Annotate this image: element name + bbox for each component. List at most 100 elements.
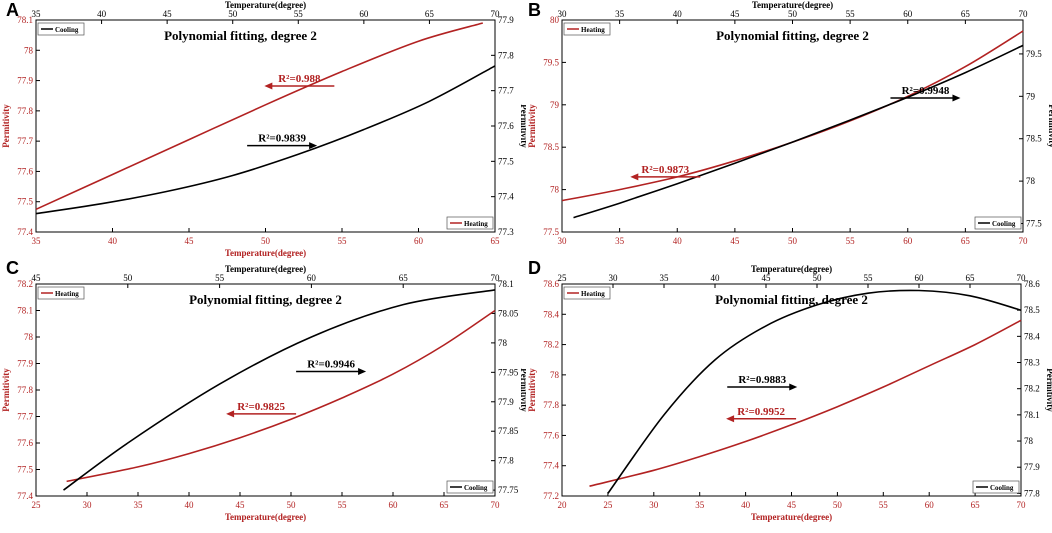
r-squared-label: R²=0.9873 (641, 164, 689, 176)
x-tick-label: 70 (1017, 500, 1027, 510)
legend-label: Cooling (990, 484, 1014, 492)
r-squared-label: R²=0.9825 (237, 401, 285, 413)
y-tick-label-right: 78.1 (498, 279, 514, 289)
x-tick-label: 25 (603, 500, 613, 510)
legend-box (37, 22, 85, 36)
r-squared-label: R²=0.9948 (902, 85, 950, 97)
legend-box (446, 216, 494, 230)
y-tick-label-left: 77.6 (543, 430, 559, 440)
top-tick-label: 40 (673, 9, 683, 19)
chart-title: Polynomial fitting, degree 2 (164, 28, 317, 43)
x-tick-label: 20 (558, 500, 568, 510)
y-tick-label-right: 77.4 (498, 192, 514, 202)
top-tick-label: 55 (215, 273, 225, 283)
r-squared-label: R²=0.9839 (258, 133, 306, 145)
x-tick-label: 70 (491, 500, 501, 510)
plot-frame (35, 283, 496, 497)
y-axis-label-left: Permitivity (1, 104, 11, 148)
annotation-arrowhead (309, 142, 318, 150)
x-tick-label: 35 (615, 236, 625, 246)
plot-frame (561, 19, 1024, 233)
x-tick-label: 25 (32, 500, 42, 510)
chart-title: Polynomial fitting, degree 2 (715, 292, 868, 307)
y-tick-label-right: 77.95 (498, 367, 519, 377)
y-tick-label-left: 78.1 (17, 306, 33, 316)
series-line-heating (66, 309, 496, 483)
x-tick-label: 45 (185, 236, 195, 246)
legend-box (37, 286, 85, 300)
legend-label: Heating (581, 26, 605, 34)
top-tick-label: 70 (1017, 273, 1027, 283)
panel-d: D 20 25 30 35 40 45 50 55 60 65 70 Temperature(degr… (526, 258, 1052, 528)
y-tick-label-left: 77.6 (17, 166, 33, 176)
series-line-cooling (63, 289, 496, 491)
y-tick-label-right: 78 (1024, 436, 1034, 446)
top-tick-label: 60 (915, 273, 925, 283)
y-tick-label-left: 78.4 (543, 309, 559, 319)
x-tick-label: 55 (338, 236, 348, 246)
annotation-arrowhead (358, 367, 367, 375)
y-tick-label-right: 77.8 (498, 456, 514, 466)
y-tick-label-right: 77.85 (498, 426, 519, 436)
y-tick-label-right: 79.5 (1026, 49, 1042, 59)
y-tick-label-right: 78.3 (1024, 358, 1040, 368)
y-tick-label-right: 77.9 (1024, 462, 1040, 472)
y-tick-label-right: 77.8 (1024, 488, 1040, 498)
y-tick-label-right: 78.2 (1024, 384, 1040, 394)
y-tick-label-left: 77.5 (17, 465, 33, 475)
top-tick-label: 65 (399, 273, 409, 283)
x-tick-label: 40 (108, 236, 118, 246)
x-tick-label: 45 (787, 500, 797, 510)
y-tick-label-right: 78.5 (1026, 134, 1042, 144)
x-axis-label-bottom: Temperature(degree) (225, 248, 306, 258)
top-tick-label: 65 (966, 273, 976, 283)
top-tick-label: 45 (730, 9, 740, 19)
legend-box (446, 480, 494, 494)
y-tick-label-left: 77.7 (17, 412, 33, 422)
top-tick-label: 30 (558, 9, 568, 19)
panel-letter: D (528, 258, 541, 278)
y-tick-label-right: 77.6 (498, 121, 514, 131)
top-tick-label: 35 (32, 9, 42, 19)
y-tick-label-left: 79 (550, 100, 560, 110)
panel-letter: B (528, 0, 541, 20)
legend-label: Heating (55, 290, 79, 298)
x-tick-label: 40 (185, 500, 195, 510)
legend-label: Heating (581, 290, 605, 298)
chart-title: Polynomial fitting, degree 2 (716, 28, 869, 43)
x-axis-label-top: Temperature(degree) (225, 0, 306, 10)
plot-frame (35, 19, 496, 233)
y-axis-label-right: Permitivity (519, 104, 526, 148)
y-tick-label-right: 77.5 (1026, 219, 1042, 229)
top-tick-label: 65 (961, 9, 971, 19)
top-tick-label: 55 (864, 273, 874, 283)
y-tick-label-right: 77.3 (498, 227, 514, 237)
x-tick-label: 50 (833, 500, 843, 510)
top-tick-label: 70 (1019, 9, 1029, 19)
y-tick-label-right: 77.7 (498, 86, 514, 96)
top-tick-label: 50 (813, 273, 823, 283)
y-tick-label-right: 77.5 (498, 156, 514, 166)
legend-box (974, 216, 1022, 230)
y-tick-label-left: 77.5 (543, 227, 559, 237)
x-axis-label-bottom: Temperature(degree) (751, 512, 832, 522)
legend-label: Cooling (464, 484, 488, 492)
y-tick-label-left: 79.5 (543, 57, 559, 67)
y-axis-label-right: Permitivity (1047, 104, 1052, 148)
y-tick-label-right: 77.8 (498, 50, 514, 60)
top-tick-label: 50 (228, 9, 238, 19)
legend-box (563, 286, 611, 300)
x-tick-label: 50 (287, 500, 297, 510)
panel-letter: C (6, 258, 19, 278)
panel-letter: A (6, 0, 19, 20)
top-tick-label: 60 (359, 9, 369, 19)
y-tick-label-right: 78.05 (498, 308, 519, 318)
chart-c: 25 30 35 40 45 50 55 60 65 70 Temperature(degree) 4… (1, 264, 529, 522)
y-tick-label-left: 77.6 (17, 438, 33, 448)
y-tick-label-left: 78.1 (17, 15, 33, 25)
y-tick-label-left: 78 (24, 332, 34, 342)
y-tick-label-right: 78 (498, 338, 508, 348)
x-tick-label: 70 (1019, 236, 1029, 246)
y-tick-label-left: 77.8 (17, 385, 33, 395)
x-tick-label: 60 (414, 236, 424, 246)
